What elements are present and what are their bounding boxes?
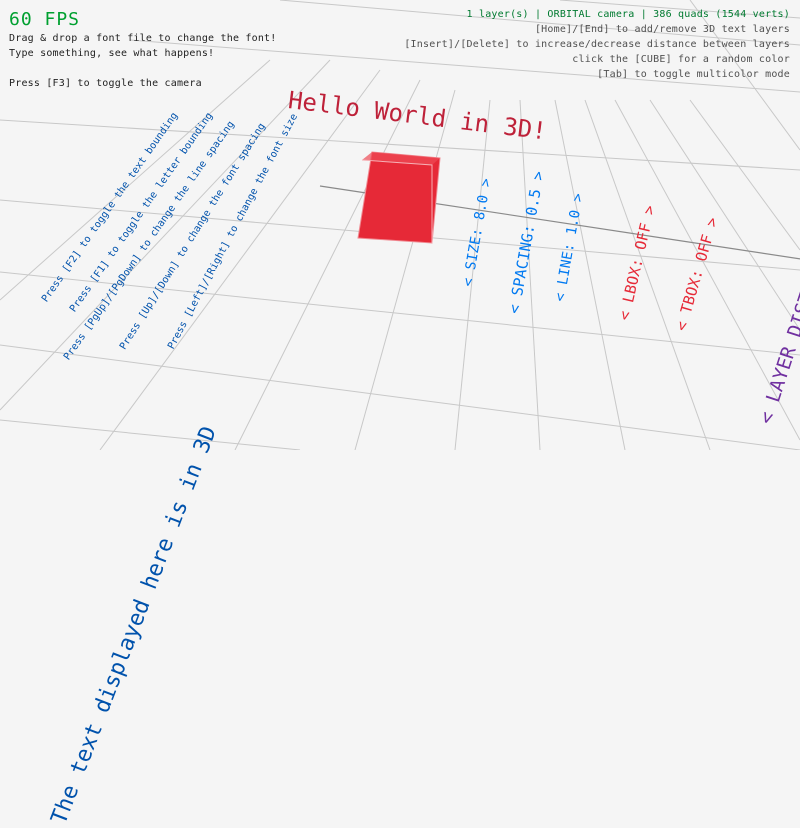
help-layers: [Home]/[End] to add/remove 3D text layer… xyxy=(534,24,790,35)
fps-counter: 60 FPS xyxy=(9,9,81,30)
main-3d-text: The text displayed here is in 3D xyxy=(46,423,222,828)
help-drag-drop: Drag & drop a font file to change the fo… xyxy=(9,33,277,44)
help-distance: [Insert]/[Delete] to increase/decrease d… xyxy=(404,39,790,50)
help-multicolor: [Tab] to toggle multicolor mode xyxy=(597,69,790,80)
help-cube-color: click the [CUBE] for a random color xyxy=(572,54,790,65)
floor-grid xyxy=(0,0,800,450)
help-camera: Press [F3] to toggle the camera xyxy=(9,78,202,89)
help-type: Type something, see what happens! xyxy=(9,48,215,59)
cube[interactable] xyxy=(357,151,441,244)
status-line: 1 layer(s) | ORBITAL camera | 386 quads … xyxy=(466,9,790,20)
